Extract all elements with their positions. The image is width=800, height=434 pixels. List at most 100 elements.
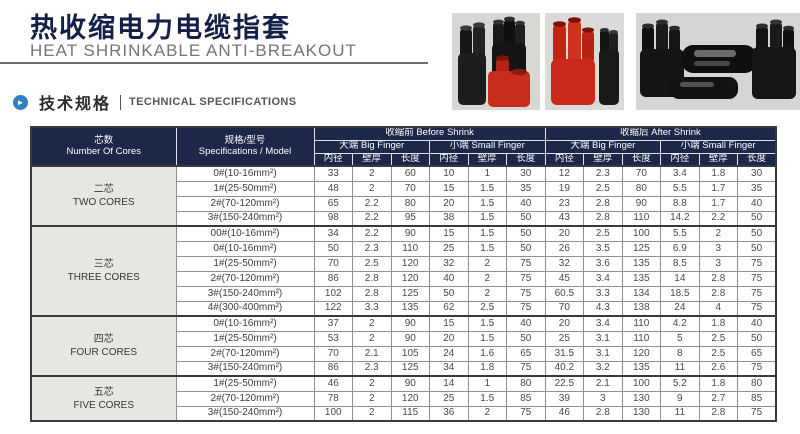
model-cell: 0#(10-16mm²) [175, 240, 315, 257]
value-cell: 35 [737, 180, 777, 197]
header-after-shrink: 收缩后 After Shrink [544, 126, 777, 141]
value-cell: 1.5 [467, 315, 507, 332]
value-cell: 2 [467, 285, 507, 302]
value-cell: 122 [313, 300, 353, 317]
header-big-finger: 大端 Big Finger [313, 139, 430, 154]
value-cell: 2.3 [352, 360, 392, 377]
value-cell: 120 [621, 345, 662, 362]
value-cell: 2 [352, 405, 392, 422]
value-cell: 22.5 [544, 375, 585, 392]
value-cell: 14.2 [660, 210, 700, 227]
value-cell: 60.5 [544, 285, 585, 302]
value-cell: 4.3 [583, 300, 623, 317]
value-cell: 3.6 [583, 255, 623, 272]
value-cell: 2.6 [698, 360, 739, 377]
value-cell: 2.2 [352, 195, 392, 212]
value-cell: 10 [429, 165, 469, 182]
value-cell: 33 [313, 165, 353, 182]
value-cell: 3.1 [583, 345, 623, 362]
header-cores-cn: 芯数 [94, 134, 114, 146]
specifications-table: 芯数 Number Of Cores 规格/型号 Specifications … [30, 126, 778, 422]
value-cell: 50 [506, 330, 546, 347]
value-cell: 75 [737, 285, 777, 302]
value-cell: 3 [698, 240, 739, 257]
value-cell: 80 [390, 195, 430, 212]
page-title-english: HEAT SHRINKABLE ANTI-BREAKOUT [30, 41, 357, 60]
value-cell: 75 [737, 405, 777, 422]
value-cell: 2 [352, 165, 392, 182]
value-cell: 115 [390, 405, 430, 422]
model-cell: 2#(70-120mm²) [175, 345, 315, 362]
value-cell: 2 [352, 375, 392, 392]
value-cell: 2 [352, 390, 392, 407]
value-cell: 105 [390, 345, 430, 362]
value-cell: 20 [544, 225, 585, 242]
value-cell: 25 [544, 330, 585, 347]
value-cell: 70 [313, 345, 353, 362]
value-cell: 125 [621, 240, 662, 257]
value-cell: 75 [506, 285, 546, 302]
model-cell: 3#(150-240mm²) [175, 285, 315, 302]
value-cell: 15 [429, 180, 469, 197]
core-group-name-cn: 五芯 [93, 386, 114, 398]
value-cell: 2.5 [698, 330, 739, 347]
table-row: 2#(70-120mm²) 65 2.2 80 20 1.5 40 23 2.8 90 8.8 1.7… [31, 195, 777, 212]
section-heading: ► 技术规格 TECHNICAL SPECIFICATIONS [13, 92, 297, 113]
value-cell: 1.5 [467, 330, 507, 347]
value-cell: 4.2 [660, 315, 700, 332]
value-cell: 1 [467, 375, 507, 392]
value-cell: 125 [390, 360, 430, 377]
value-cell: 110 [621, 210, 662, 227]
value-cell: 2 [698, 225, 739, 242]
core-group-name-en: FOUR CORES [70, 347, 138, 358]
section-title-english: TECHNICAL SPECIFICATIONS [129, 96, 297, 108]
product-photo-2 [545, 13, 624, 110]
value-cell: 4 [698, 300, 739, 317]
value-cell: 2.5 [352, 255, 392, 272]
value-cell: 2.2 [352, 225, 392, 242]
value-cell: 1.8 [698, 315, 739, 332]
value-cell: 62 [429, 300, 469, 317]
value-cell: 75 [737, 255, 777, 272]
value-cell: 70 [621, 165, 662, 182]
value-cell: 3.4 [660, 165, 700, 182]
value-cell: 1.7 [698, 195, 739, 212]
header-small-finger: 小端 Small Finger [429, 139, 546, 154]
model-cell: 1#(25-50mm²) [175, 255, 315, 272]
core-group-name-cn: 四芯 [93, 334, 114, 345]
value-cell: 18.5 [660, 285, 700, 302]
value-cell: 20 [544, 315, 585, 332]
value-cell: 135 [621, 270, 662, 287]
value-cell: 78 [313, 390, 353, 407]
section-title-divider [120, 94, 122, 110]
value-cell: 14 [429, 375, 469, 392]
model-cell: 00#(10-16mm²) [175, 225, 315, 242]
value-cell: 15 [429, 225, 469, 242]
value-cell: 85 [506, 390, 546, 407]
value-cell: 19 [544, 180, 585, 197]
value-cell: 100 [313, 405, 353, 422]
value-cell: 65 [506, 345, 546, 362]
value-cell: 2 [352, 180, 392, 197]
table-row: 1#(25-50mm²) 70 2.5 120 32 2 75 32 3.6 135 8.5 3 75 [31, 255, 777, 272]
table-row: 3#(150-240mm²) 98 2.2 95 38 1.5 50 43 2.8 110 14.2… [31, 210, 777, 227]
value-cell: 2 [352, 315, 392, 332]
value-cell: 2.8 [583, 405, 623, 422]
value-cell: 25 [429, 240, 469, 257]
value-cell: 86 [313, 270, 353, 287]
section-title-chinese: 技术规格 [39, 96, 112, 113]
header-length: 长度 [506, 152, 546, 167]
header-small-finger: 小端 Small Finger [660, 139, 777, 154]
value-cell: 2.2 [698, 210, 739, 227]
value-cell: 60 [390, 165, 430, 182]
value-cell: 25 [429, 390, 469, 407]
value-cell: 2.5 [698, 345, 739, 362]
model-cell: 2#(70-120mm²) [175, 390, 315, 407]
header-inner-diameter: 内径 [544, 152, 585, 167]
value-cell: 95 [390, 210, 430, 227]
value-cell: 2 [467, 270, 507, 287]
core-group-cell: 二芯 TWO CORES [30, 165, 177, 227]
value-cell: 24 [660, 300, 700, 317]
core-group-cell: 五芯 FIVE CORES [30, 375, 177, 422]
value-cell: 2 [352, 330, 392, 347]
